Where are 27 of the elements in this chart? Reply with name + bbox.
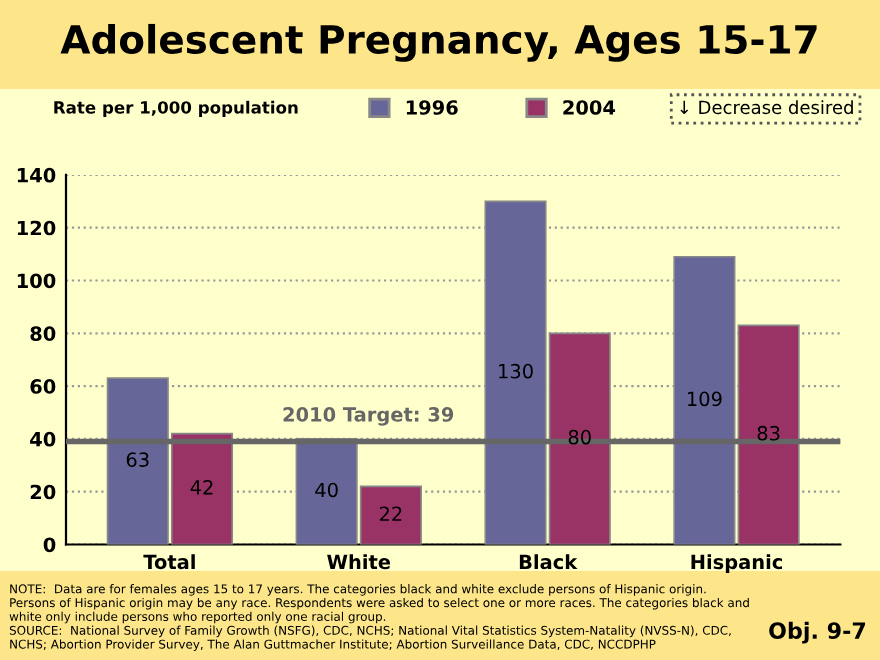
y-tick-label: 140 xyxy=(17,167,56,183)
data-label: 63 xyxy=(126,452,149,467)
x-tick-label: Hispanic xyxy=(691,554,783,574)
y-tick-label: 80 xyxy=(30,326,56,341)
y-tick-label: 0 xyxy=(43,537,56,553)
y-tick-label: 60 xyxy=(30,379,56,394)
data-label: 22 xyxy=(379,506,402,521)
data-label: 109 xyxy=(687,391,722,407)
y-axis-title: Rate per 1,000 population xyxy=(54,100,298,117)
data-label: 42 xyxy=(190,479,213,495)
data-label: 80 xyxy=(568,429,591,445)
y-tick-label: 120 xyxy=(17,220,56,236)
y-tick-label: 100 xyxy=(17,273,56,289)
x-tick-label: Black xyxy=(519,554,578,570)
legend-label: 2004 xyxy=(563,100,616,115)
text: Obj. 9-7 xyxy=(769,621,866,644)
chart-title: Adolescent Pregnancy, Ages 15-17 xyxy=(60,23,817,62)
ref-line-label: 2010 Target: 39 xyxy=(283,407,454,426)
y-tick-label: 40 xyxy=(30,431,56,447)
x-tick-label: Total xyxy=(143,554,195,570)
data-label: 83 xyxy=(757,425,780,441)
data-label: 40 xyxy=(315,482,338,498)
legend-label: 1996 xyxy=(406,100,458,115)
y-tick-label: 20 xyxy=(30,484,56,500)
x-tick-label: White xyxy=(327,554,391,570)
data-label: 130 xyxy=(499,363,533,379)
text: ↓ Decrease desired xyxy=(680,100,853,115)
